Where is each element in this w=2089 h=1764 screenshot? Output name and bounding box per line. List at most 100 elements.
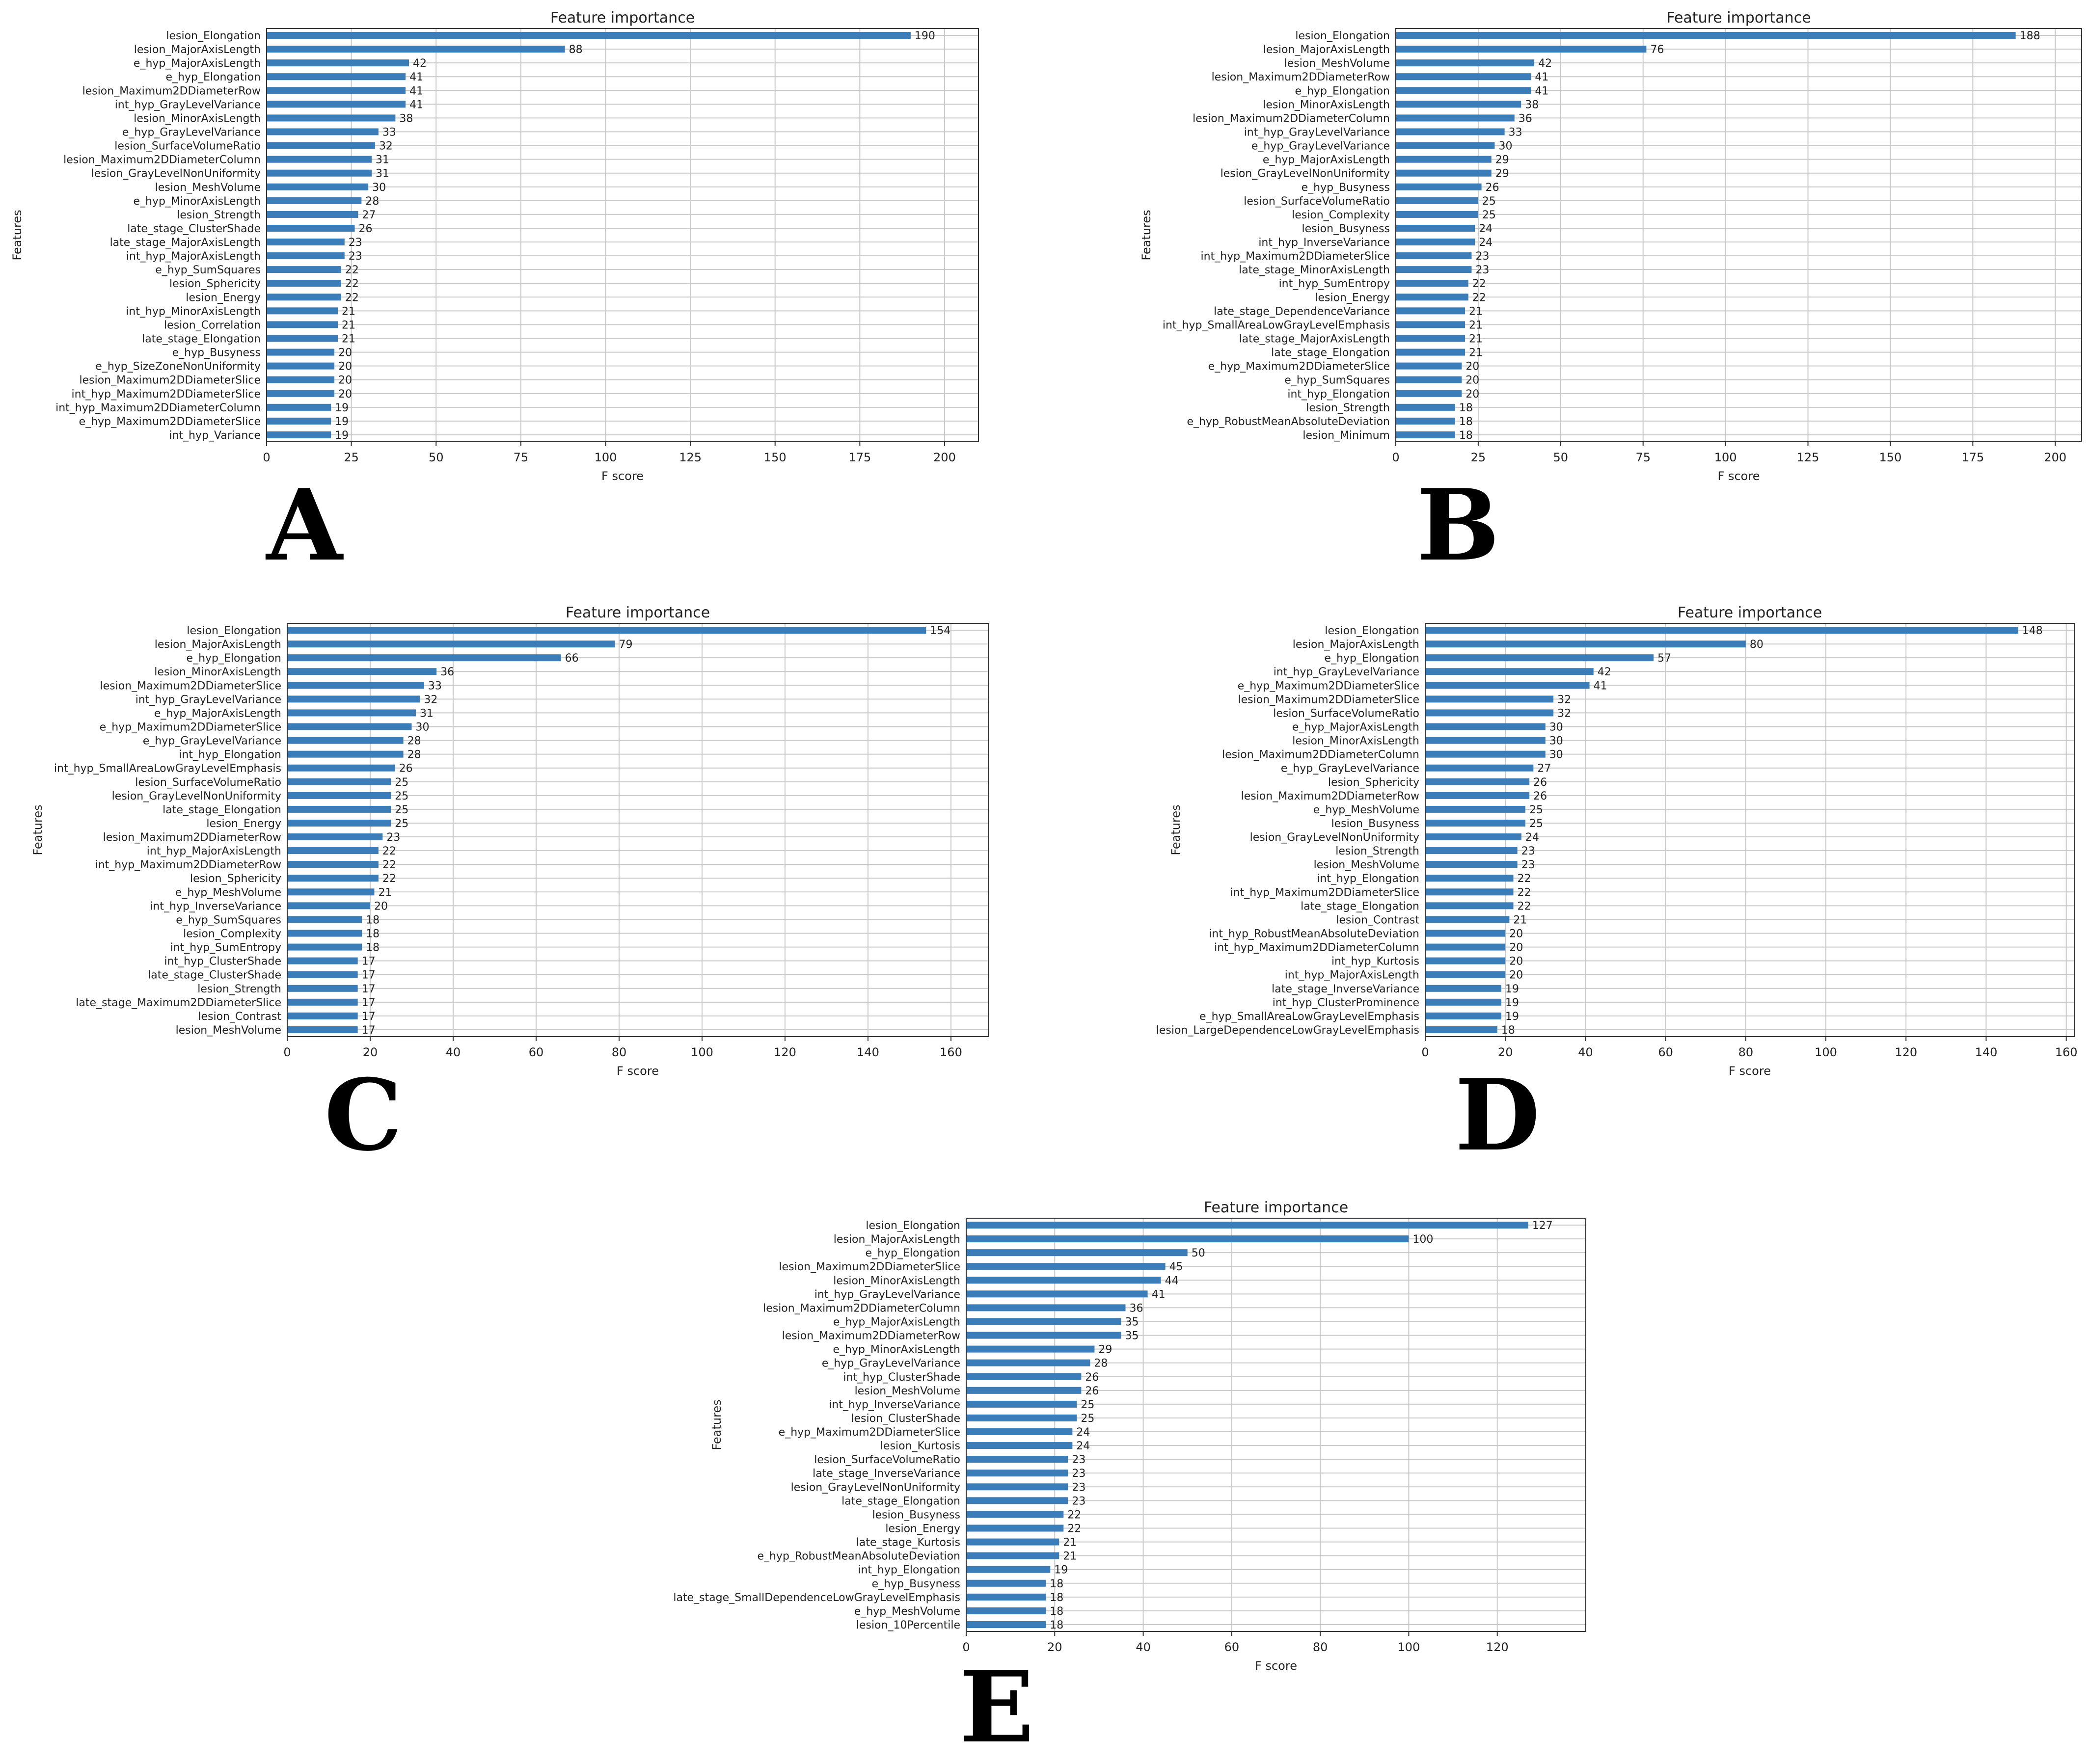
bar [287,668,437,675]
category-label: int_hyp_Elongation [1287,388,1390,401]
value-label: 23 [1475,250,1489,263]
value-label: 57 [1657,652,1671,665]
value-label: 41 [1152,1288,1166,1301]
value-label: 23 [1072,1468,1085,1480]
panel-letter: A [265,468,344,583]
bar [1396,32,2016,39]
category-label: int_hyp_GrayLevelVariance [1244,127,1390,139]
x-axis-label: F score [1255,1659,1297,1673]
value-label: 21 [1469,347,1483,359]
bar [267,417,331,425]
category-label: late_stage_InverseVariance [813,1468,960,1480]
x-tick-label: 25 [344,451,359,464]
bar [267,307,338,315]
value-label: 30 [415,722,429,734]
x-tick-label: 100 [691,1045,713,1059]
value-label: 26 [1533,790,1547,802]
bar [1425,985,1502,992]
bar [1425,916,1510,923]
category-label: lesion_Strength [1306,402,1390,414]
value-label: 20 [1465,374,1479,387]
category-label: lesion_Busyness [1302,223,1390,235]
x-tick-label: 60 [1224,1640,1240,1654]
bar [966,1290,1148,1298]
bar [1396,335,1465,342]
category-label: int_hyp_SumEntropy [170,942,281,954]
bar [1425,888,1514,896]
bar [1396,252,1472,260]
value-label: 17 [362,997,376,1009]
value-label: 18 [1050,1592,1063,1604]
value-label: 22 [1067,1523,1081,1535]
value-label: 127 [1532,1220,1553,1232]
category-label: e_hyp_Maximum2DDiameterSlice [79,416,261,428]
category-label: lesion_MeshVolume [176,1024,281,1037]
bar [287,695,420,703]
bar [287,709,416,717]
bar [1396,239,1475,246]
value-label: 76 [1650,44,1664,56]
category-label: e_hyp_GrayLevelVariance [822,1358,960,1370]
bar [966,1470,1068,1477]
category-label: lesion_Maximum2DDiameterSlice [100,680,282,692]
bar [966,1621,1046,1628]
x-tick-label: 200 [933,451,956,464]
value-label: 190 [915,30,935,42]
value-label: 50 [1192,1247,1205,1259]
bar [287,805,391,813]
category-label: lesion_GrayLevelNonUniformity [791,1481,960,1494]
value-label: 35 [1125,1330,1139,1342]
category-label: lesion_Maximum2DDiameterColumn [763,1302,960,1314]
x-tick-label: 175 [1961,451,1984,464]
value-label: 24 [1076,1426,1090,1439]
x-tick-label: 120 [774,1045,796,1059]
bar [966,1566,1051,1573]
value-label: 32 [379,140,393,153]
x-tick-label: 160 [940,1045,962,1059]
category-label: e_hyp_MajorAxisLength [1292,722,1419,734]
value-label: 25 [1529,804,1543,816]
bar [287,750,404,758]
value-label: 22 [1472,292,1486,304]
value-label: 22 [382,859,396,871]
bar [1425,875,1514,882]
category-label: lesion_Strength [197,983,281,995]
value-label: 41 [409,71,423,83]
bar [267,101,406,108]
value-label: 30 [1549,722,1563,734]
value-label: 25 [1081,1413,1094,1425]
bar [267,294,341,301]
x-tick-label: 125 [1797,451,1819,464]
value-label: 29 [1098,1344,1112,1356]
bar [287,627,926,634]
x-tick-label: 0 [1392,451,1399,464]
value-label: 26 [399,763,413,775]
value-label: 22 [382,873,396,885]
value-label: 21 [1469,305,1483,318]
x-tick-label: 120 [1895,1045,1917,1059]
category-label: lesion_Elongation [1325,625,1419,637]
bar [267,376,335,383]
bar [267,224,355,232]
category-label: int_hyp_InverseVariance [1258,237,1390,249]
bar [267,87,406,94]
x-tick-label: 120 [1486,1640,1509,1654]
value-label: 41 [409,85,423,97]
bar [287,723,412,730]
category-label: lesion_Complexity [183,928,281,940]
bar [966,1359,1090,1366]
value-label: 32 [1557,694,1571,706]
bar [267,252,345,260]
value-label: 35 [1125,1316,1139,1329]
bar [267,183,369,190]
value-label: 30 [1549,735,1563,748]
bar [1396,417,1455,425]
category-label: e_hyp_Elongation [1295,85,1390,97]
category-label: lesion_Maximum2DDiameterRow [82,85,261,97]
category-label: int_hyp_SmallAreaLowGrayLevelEmphasis [54,763,281,775]
bar [287,847,379,855]
panel-letter: B [1416,468,1499,583]
category-label: lesion_Energy [206,818,281,830]
value-label: 21 [342,319,355,331]
category-label: lesion_Maximum2DDiameterSlice [80,374,261,387]
